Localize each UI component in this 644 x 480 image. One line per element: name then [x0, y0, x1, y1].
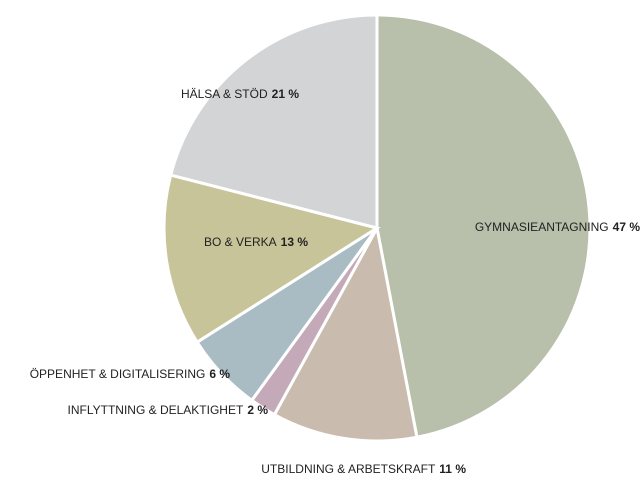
- slice-label: HÄLSA & STÖD 21 %: [181, 87, 299, 101]
- pie-slice: [272, 223, 419, 443]
- pie-slice: [375, 13, 592, 439]
- slice-label: ÖPPENHET & DIGITALISERING 6 %: [30, 367, 231, 381]
- slice-label: INFLYTTNING & DELAKTIGHET 2 %: [68, 403, 269, 417]
- pie-slice: [168, 13, 379, 230]
- slice-name: BO & VERKA: [204, 235, 277, 249]
- slice-name: GYMNASIEANTAGNING: [475, 220, 609, 234]
- slice-value: 6 %: [209, 367, 230, 381]
- slice-value: 11 %: [439, 462, 466, 476]
- slice-value: 47 %: [613, 220, 641, 234]
- slice-name: INFLYTTNING & DELAKTIGHET: [68, 403, 244, 417]
- pie-slice: [162, 173, 381, 345]
- slice-value: 21 %: [272, 87, 300, 101]
- slice-value: 2 %: [247, 403, 268, 417]
- slice-label: GYMNASIEANTAGNING 47 %: [475, 220, 640, 234]
- slice-name: ÖPPENHET & DIGITALISERING: [30, 367, 206, 381]
- slice-label: UTBILDNING & ARBETSKRAFT 11 %: [261, 462, 466, 476]
- slice-name: HÄLSA & STÖD: [181, 87, 268, 101]
- slice-value: 13 %: [281, 235, 309, 249]
- slice-name: UTBILDNING & ARBETSKRAFT: [261, 462, 436, 476]
- slice-label: BO & VERKA 13 %: [204, 235, 308, 249]
